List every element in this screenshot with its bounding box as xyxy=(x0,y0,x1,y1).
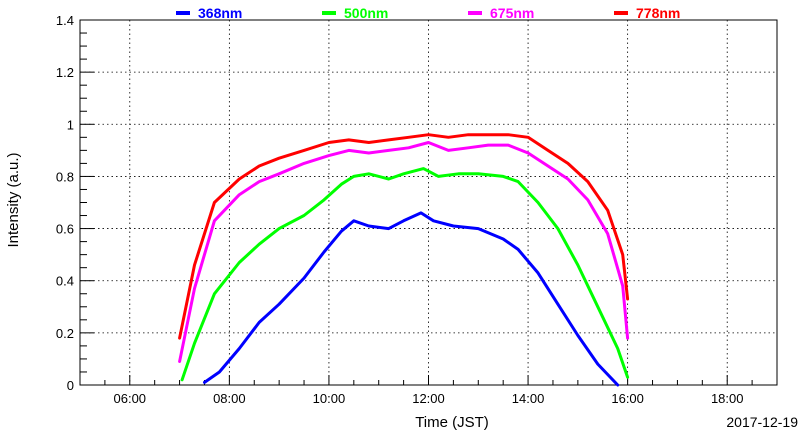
x-tick-label: 10:00 xyxy=(313,391,346,406)
x-axis-title: Time (JST) xyxy=(415,414,489,431)
x-tick-label: 06:00 xyxy=(114,391,147,406)
date-label: 2017-12-19 xyxy=(726,414,798,430)
series-lines xyxy=(178,133,630,387)
legend: 368nm 500nm 675nm 778nm xyxy=(176,5,680,21)
y-tick-label: 1 xyxy=(67,117,74,132)
legend-label: 675nm xyxy=(490,5,534,21)
y-tick-label: 0.6 xyxy=(56,222,74,237)
grid xyxy=(80,20,777,385)
legend-label: 778nm xyxy=(636,5,680,21)
x-tick-label: 08:00 xyxy=(213,391,246,406)
y-tick-label: 1.2 xyxy=(56,65,74,80)
y-tick-label: 1.4 xyxy=(56,13,74,28)
series-line-675nm xyxy=(178,141,630,363)
axis-ticks: 06:00 08:00 10:00 12:00 14:00 16:00 18:00 0 0.2 0… xyxy=(56,13,778,406)
series-line-368nm xyxy=(203,211,620,387)
legend-label: 500nm xyxy=(344,5,388,21)
y-tick-label: 0 xyxy=(67,378,74,393)
x-tick-label: 14:00 xyxy=(512,391,545,406)
y-axis-title: Intensity (a.u.) xyxy=(5,152,22,247)
series-line-778nm xyxy=(178,133,630,340)
x-tick-label: 18:00 xyxy=(711,391,744,406)
y-tick-label: 0.2 xyxy=(56,326,74,341)
y-tick-label: 0.8 xyxy=(56,169,74,184)
legend-label: 368nm xyxy=(198,5,242,21)
y-tick-label: 0.4 xyxy=(56,274,74,289)
x-tick-label: 12:00 xyxy=(412,391,445,406)
x-tick-label: 16:00 xyxy=(611,391,644,406)
series-line-500nm xyxy=(180,167,630,382)
